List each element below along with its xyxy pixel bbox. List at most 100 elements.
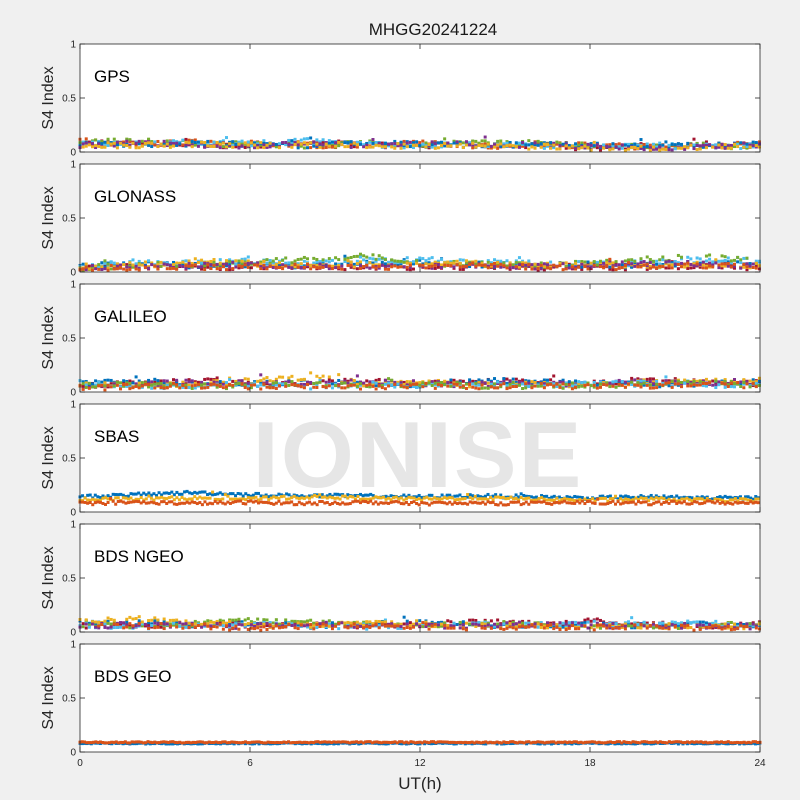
data-point bbox=[359, 255, 362, 259]
data-point bbox=[633, 378, 637, 382]
data-point bbox=[436, 263, 440, 267]
data-point bbox=[620, 266, 624, 270]
data-point bbox=[155, 493, 158, 497]
data-point bbox=[297, 495, 301, 499]
data-point bbox=[664, 140, 668, 144]
data-point bbox=[193, 138, 197, 142]
data-point bbox=[321, 385, 325, 389]
data-point bbox=[249, 499, 253, 503]
data-point bbox=[352, 262, 356, 266]
data-point bbox=[139, 493, 143, 497]
data-point bbox=[128, 266, 132, 270]
data-point bbox=[524, 384, 528, 388]
data-point bbox=[573, 499, 577, 503]
data-point bbox=[402, 258, 406, 262]
data-point bbox=[608, 146, 612, 150]
data-point bbox=[338, 497, 342, 501]
data-point bbox=[546, 383, 549, 387]
data-point bbox=[714, 146, 718, 150]
data-point bbox=[193, 380, 197, 384]
data-point bbox=[468, 141, 472, 145]
data-point bbox=[143, 382, 147, 386]
data-point bbox=[686, 384, 690, 388]
data-point bbox=[701, 384, 705, 388]
data-point bbox=[134, 384, 138, 388]
data-point bbox=[567, 383, 571, 387]
data-point bbox=[717, 266, 721, 270]
data-point bbox=[396, 142, 400, 146]
data-point bbox=[602, 266, 606, 270]
data-point bbox=[125, 137, 129, 141]
data-point bbox=[109, 264, 113, 268]
data-point bbox=[333, 492, 337, 496]
data-point bbox=[228, 264, 232, 268]
data-point bbox=[723, 255, 727, 259]
data-point bbox=[112, 265, 116, 269]
data-point bbox=[486, 144, 490, 148]
data-point bbox=[519, 503, 523, 507]
data-point bbox=[499, 385, 503, 389]
data-point bbox=[112, 144, 116, 148]
data-point bbox=[630, 376, 634, 380]
data-point bbox=[327, 622, 331, 626]
data-point bbox=[524, 261, 528, 265]
data-point bbox=[160, 500, 164, 504]
data-point bbox=[340, 381, 344, 385]
data-point bbox=[530, 145, 534, 149]
data-point bbox=[223, 493, 227, 497]
data-point bbox=[365, 143, 369, 147]
data-point bbox=[224, 385, 228, 389]
y-axis-label: S4 Index bbox=[40, 186, 57, 249]
data-point bbox=[608, 385, 612, 389]
data-point bbox=[404, 495, 408, 499]
data-point bbox=[537, 500, 541, 504]
data-point bbox=[172, 260, 175, 264]
data-point bbox=[253, 141, 257, 145]
data-point bbox=[742, 256, 746, 260]
data-point bbox=[336, 501, 340, 505]
data-point bbox=[489, 263, 493, 267]
data-point bbox=[355, 143, 359, 147]
data-point bbox=[726, 501, 730, 505]
data-point bbox=[112, 141, 116, 145]
data-point bbox=[228, 268, 232, 272]
data-point bbox=[237, 259, 241, 263]
data-point bbox=[237, 266, 241, 270]
data-point bbox=[265, 385, 269, 389]
data-point bbox=[371, 380, 375, 384]
data-point bbox=[626, 498, 630, 502]
data-point bbox=[218, 142, 222, 146]
data-point bbox=[299, 138, 303, 142]
data-point bbox=[150, 145, 154, 149]
data-point bbox=[592, 619, 596, 623]
y-tick-label: 0.5 bbox=[62, 334, 76, 345]
data-point bbox=[580, 262, 584, 266]
data-point bbox=[731, 502, 735, 506]
data-point bbox=[521, 382, 525, 386]
data-point bbox=[290, 619, 294, 623]
data-point bbox=[748, 264, 752, 268]
data-point bbox=[589, 384, 593, 388]
data-point bbox=[476, 501, 480, 505]
data-point bbox=[580, 496, 584, 500]
data-point bbox=[586, 381, 590, 385]
data-point bbox=[745, 382, 749, 386]
data-point bbox=[645, 377, 649, 381]
data-point bbox=[639, 496, 643, 500]
data-point bbox=[687, 498, 691, 502]
data-point bbox=[299, 266, 303, 270]
y-tick-label: 0 bbox=[70, 508, 76, 519]
data-point bbox=[692, 143, 696, 147]
data-point bbox=[98, 496, 102, 500]
data-point bbox=[474, 386, 478, 390]
data-point bbox=[549, 382, 553, 386]
data-point bbox=[346, 141, 350, 145]
data-point bbox=[420, 495, 424, 499]
data-point bbox=[177, 492, 181, 496]
data-point bbox=[530, 142, 534, 146]
data-point bbox=[536, 265, 540, 269]
data-point bbox=[471, 379, 475, 383]
data-point bbox=[676, 626, 680, 630]
data-point bbox=[514, 377, 518, 381]
